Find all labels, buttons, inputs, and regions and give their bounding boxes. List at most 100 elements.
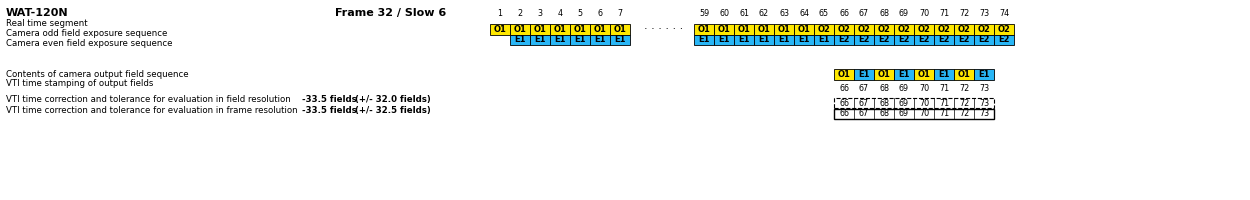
Text: E1: E1: [574, 36, 586, 45]
Text: E1: E1: [554, 36, 566, 45]
Bar: [754, 24, 774, 35]
Text: 73: 73: [979, 98, 989, 108]
Text: (+/- 32.0 fields): (+/- 32.0 fields): [355, 95, 431, 104]
Bar: [974, 69, 994, 80]
Text: O1: O1: [514, 25, 526, 34]
Text: Frame 32 / Slow 6: Frame 32 / Slow 6: [335, 8, 446, 18]
Text: O1: O1: [918, 70, 930, 79]
Bar: [894, 69, 914, 80]
Text: 61: 61: [739, 9, 749, 18]
Text: 59: 59: [699, 9, 709, 18]
Text: 70: 70: [919, 84, 929, 93]
Bar: [894, 24, 914, 35]
Bar: [570, 35, 590, 45]
Bar: [530, 24, 550, 35]
Text: O1: O1: [718, 25, 730, 34]
Text: O2: O2: [838, 25, 850, 34]
Text: 69: 69: [899, 9, 909, 18]
Text: O1: O1: [878, 70, 890, 79]
Text: E2: E2: [859, 36, 870, 45]
Bar: [894, 35, 914, 45]
Bar: [814, 35, 834, 45]
Text: E1: E1: [759, 36, 770, 45]
Text: E1: E1: [739, 36, 750, 45]
Text: 2: 2: [518, 9, 522, 18]
Text: E1: E1: [799, 36, 810, 45]
Text: O1: O1: [494, 25, 506, 34]
Bar: [954, 69, 974, 80]
Text: VTI time stamping of output fields: VTI time stamping of output fields: [6, 79, 154, 88]
Text: 73: 73: [979, 9, 989, 18]
Text: 71: 71: [939, 110, 949, 118]
Bar: [974, 24, 994, 35]
Text: 66: 66: [839, 9, 849, 18]
Bar: [994, 24, 1014, 35]
Bar: [934, 69, 954, 80]
Bar: [834, 98, 994, 108]
Text: 3: 3: [538, 9, 542, 18]
Text: O1: O1: [614, 25, 626, 34]
Text: 70: 70: [919, 110, 929, 118]
Bar: [510, 35, 530, 45]
Text: O2: O2: [858, 25, 870, 34]
Text: E2: E2: [939, 36, 950, 45]
Text: E1: E1: [779, 36, 790, 45]
Bar: [550, 24, 570, 35]
Text: 71: 71: [939, 84, 949, 93]
Text: E2: E2: [879, 36, 890, 45]
Text: E2: E2: [979, 36, 990, 45]
Text: Camera even field exposure sequence: Camera even field exposure sequence: [6, 39, 172, 48]
Text: 4: 4: [558, 9, 562, 18]
Text: Camera odd field exposure sequence: Camera odd field exposure sequence: [6, 29, 168, 38]
Text: WAT-120N: WAT-120N: [6, 8, 69, 18]
Text: 64: 64: [799, 9, 809, 18]
Text: 5: 5: [578, 9, 582, 18]
Text: 1: 1: [498, 9, 502, 18]
Bar: [954, 35, 974, 45]
Bar: [714, 24, 734, 35]
Text: · · · · · ·: · · · · · ·: [644, 24, 684, 34]
Bar: [774, 24, 794, 35]
Text: O1: O1: [798, 25, 810, 34]
Bar: [874, 24, 894, 35]
Text: -33.5 fields: -33.5 fields: [302, 95, 356, 104]
Text: E1: E1: [979, 70, 990, 79]
Text: Real time segment: Real time segment: [6, 19, 88, 28]
Text: 70: 70: [919, 98, 929, 108]
Bar: [874, 35, 894, 45]
Bar: [610, 35, 630, 45]
Text: O2: O2: [998, 25, 1010, 34]
Text: 66: 66: [839, 84, 849, 93]
Text: 63: 63: [779, 9, 789, 18]
Text: O1: O1: [958, 70, 970, 79]
Bar: [854, 35, 874, 45]
Text: E1: E1: [699, 36, 710, 45]
Bar: [754, 35, 774, 45]
Text: 69: 69: [899, 98, 909, 108]
Bar: [874, 69, 894, 80]
Text: 65: 65: [819, 9, 829, 18]
Text: 74: 74: [999, 9, 1009, 18]
Text: E1: E1: [594, 36, 606, 45]
Text: 66: 66: [839, 110, 849, 118]
Bar: [694, 35, 714, 45]
Text: O2: O2: [878, 25, 890, 34]
Text: O2: O2: [978, 25, 990, 34]
Text: VTI time correction and tolerance for evaluation in frame resolution: VTI time correction and tolerance for ev…: [6, 106, 298, 115]
Text: O1: O1: [838, 70, 850, 79]
Text: E1: E1: [899, 70, 910, 79]
Bar: [510, 24, 530, 35]
Text: E2: E2: [999, 36, 1010, 45]
Bar: [570, 24, 590, 35]
Bar: [834, 24, 854, 35]
Bar: [914, 35, 934, 45]
Bar: [590, 35, 610, 45]
Text: E2: E2: [919, 36, 930, 45]
Text: Contents of camera output field sequence: Contents of camera output field sequence: [6, 70, 189, 79]
Text: E2: E2: [839, 36, 850, 45]
Text: E1: E1: [819, 36, 830, 45]
Text: O1: O1: [574, 25, 586, 34]
Text: E2: E2: [959, 36, 970, 45]
Text: 72: 72: [959, 110, 969, 118]
Text: O2: O2: [898, 25, 910, 34]
